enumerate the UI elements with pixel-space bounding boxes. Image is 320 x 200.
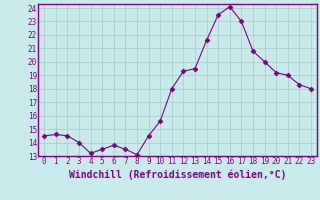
X-axis label: Windchill (Refroidissement éolien,°C): Windchill (Refroidissement éolien,°C) <box>69 169 286 180</box>
